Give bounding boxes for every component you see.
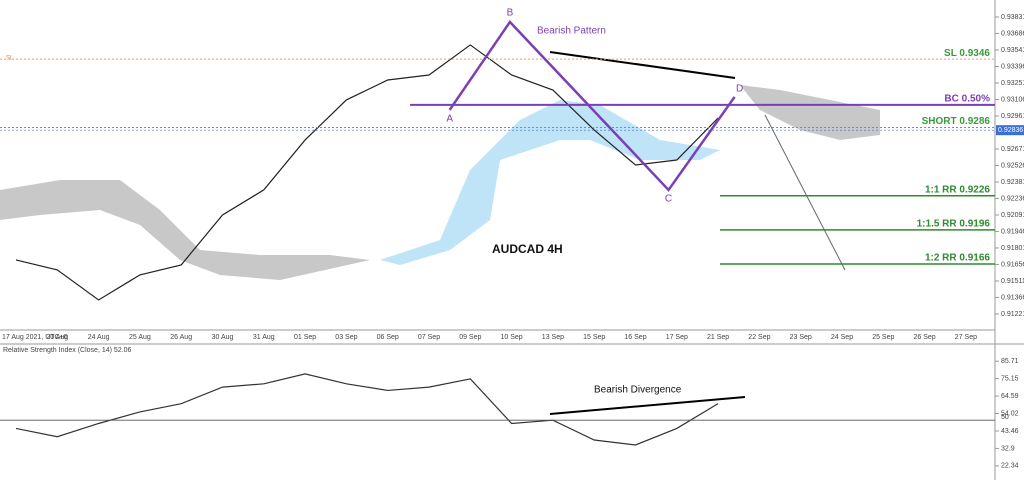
- y-tick-label: 0.91946: [1001, 228, 1024, 235]
- pattern-point-label: A: [446, 114, 453, 125]
- x-tick-label: 22 Sep: [748, 334, 770, 341]
- x-tick-label: 15 Sep: [583, 334, 605, 341]
- y-tick-label: 54.02: [1001, 410, 1019, 417]
- y-tick-label: 85.71: [1001, 358, 1019, 365]
- x-tick-label: 10 Sep: [501, 334, 523, 341]
- level-label: 1:1.5 RR 0.9196: [917, 219, 991, 230]
- y-tick-label: 75.15: [1001, 375, 1019, 382]
- y-tick-label: 0.92236: [1001, 195, 1024, 202]
- reference-label: 50: [1001, 414, 1009, 421]
- harmonic-pattern: [448, 19, 736, 192]
- pattern-point-label: B: [507, 8, 514, 19]
- price-line: [15, 44, 719, 301]
- x-tick-label: 25 Sep: [872, 334, 894, 341]
- x-tick-label: 16 Sep: [624, 334, 646, 341]
- x-tick-label: 17 Aug 2021, UTC+0: [2, 334, 68, 341]
- y-tick-label: 0.93831: [1001, 14, 1024, 21]
- trend-line: [549, 51, 736, 79]
- level-label: 1:2 RR 0.9166: [925, 253, 990, 264]
- x-tick-label: 13 Sep: [542, 334, 564, 341]
- price-line: [15, 373, 719, 446]
- current-price-box: [996, 125, 1024, 136]
- y-tick-label: 0.93686: [1001, 30, 1024, 37]
- pattern-title: Bearish Pattern: [537, 26, 606, 37]
- x-tick-label: 21 Sep: [707, 334, 729, 341]
- x-tick-label: 06 Sep: [377, 334, 399, 341]
- level-label: 1:1 RR 0.9226: [925, 184, 990, 195]
- y-tick-label: 0.93251: [1001, 80, 1024, 87]
- y-tick-label: 0.93396: [1001, 63, 1024, 70]
- x-tick-label: 26 Aug: [170, 334, 192, 341]
- y-tick-label: 0.92091: [1001, 212, 1024, 219]
- pattern-point-label: C: [665, 194, 672, 205]
- y-tick-label: 0.93106: [1001, 96, 1024, 103]
- y-tick-label: 0.93541: [1001, 47, 1024, 54]
- x-tick-label: 23 Sep: [790, 334, 812, 341]
- chart-title: AUDCAD 4H: [492, 242, 563, 256]
- sl-tag: SL: [6, 56, 14, 62]
- x-tick-label: 24 Aug: [88, 334, 110, 341]
- x-tick-label: 03 Sep: [335, 334, 357, 341]
- current-price-label: 0.92836: [998, 127, 1023, 134]
- y-tick-label: 0.91366: [1001, 294, 1024, 301]
- y-tick-label: 0.91511: [1001, 278, 1024, 285]
- level-label: SHORT 0.9286: [922, 116, 991, 127]
- x-tick-label: 27 Sep: [955, 334, 977, 341]
- y-tick-label: 0.91221: [1001, 311, 1024, 318]
- x-tick-label: 20 Aug: [46, 334, 68, 341]
- ichimoku-cloud: [740, 85, 880, 140]
- y-tick-label: 0.91801: [1001, 245, 1024, 252]
- x-tick-label: 17 Sep: [666, 334, 688, 341]
- level-label: SL 0.9346: [944, 48, 990, 59]
- y-tick-label: 32.9: [1001, 445, 1015, 452]
- y-tick-label: 22.34: [1001, 463, 1019, 470]
- y-tick-label: 64.59: [1001, 393, 1019, 400]
- y-tick-label: 0.92526: [1001, 162, 1024, 169]
- y-tick-label: 0.92961: [1001, 113, 1024, 120]
- level-label: BC 0.50%: [944, 94, 990, 105]
- x-tick-label: 26 Sep: [914, 334, 936, 341]
- ichimoku-cloud: [380, 100, 720, 265]
- divergence-line: [549, 396, 746, 415]
- x-tick-label: 24 Sep: [831, 334, 853, 341]
- y-tick-label: 0.92671: [1001, 146, 1024, 153]
- y-tick-label: 0.92381: [1001, 179, 1024, 186]
- x-tick-label: 30 Aug: [212, 334, 234, 341]
- pattern-point-label: D: [736, 84, 743, 95]
- y-tick-label: 43.46: [1001, 428, 1019, 435]
- ichimoku-cloud: [0, 180, 370, 280]
- x-tick-label: 25 Aug: [129, 334, 151, 341]
- x-tick-label: 01 Sep: [294, 334, 316, 341]
- x-tick-label: 07 Sep: [418, 334, 440, 341]
- x-tick-label: 09 Sep: [459, 334, 481, 341]
- rsi-title: Relative Strength Index (Close, 14) 52.0…: [3, 347, 132, 354]
- y-tick-label: 0.91656: [1001, 261, 1024, 268]
- x-tick-label: 31 Aug: [253, 334, 275, 341]
- projection-line: [764, 114, 846, 271]
- divergence-label: Bearish Divergence: [594, 385, 682, 396]
